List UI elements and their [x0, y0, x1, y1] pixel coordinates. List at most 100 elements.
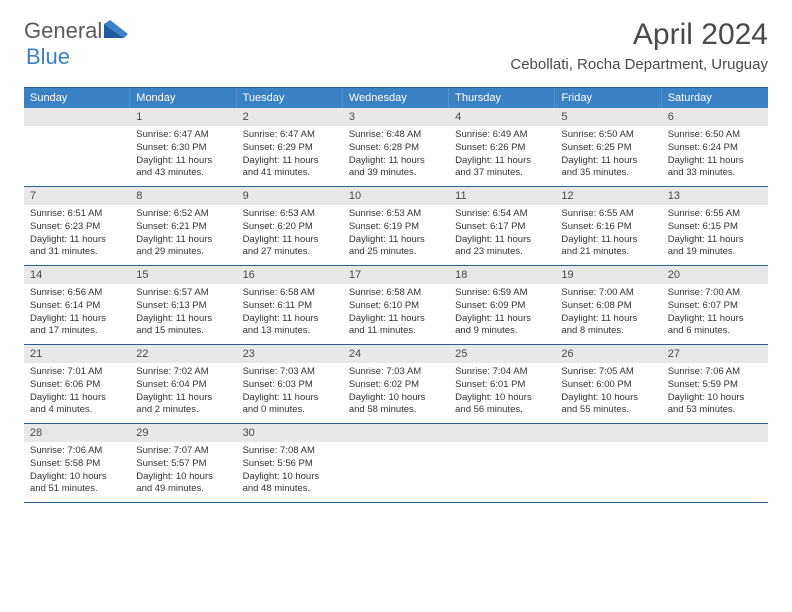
day-cell — [555, 424, 661, 502]
day-details: Sunrise: 6:47 AMSunset: 6:29 PMDaylight:… — [237, 126, 343, 184]
sunset-text: Sunset: 6:02 PM — [349, 379, 443, 392]
day-cell: 10Sunrise: 6:53 AMSunset: 6:19 PMDayligh… — [343, 187, 449, 265]
sunrise-text: Sunrise: 6:51 AM — [30, 208, 124, 221]
day-details: Sunrise: 6:53 AMSunset: 6:19 PMDaylight:… — [343, 205, 449, 263]
daylight-text: Daylight: 11 hours and 9 minutes. — [455, 313, 549, 339]
calendar-grid: SundayMondayTuesdayWednesdayThursdayFrid… — [24, 87, 768, 503]
day-number: 21 — [24, 345, 130, 363]
day-details: Sunrise: 7:03 AMSunset: 6:03 PMDaylight:… — [237, 363, 343, 421]
day-details: Sunrise: 6:48 AMSunset: 6:28 PMDaylight:… — [343, 126, 449, 184]
sunset-text: Sunset: 6:20 PM — [243, 221, 337, 234]
title-block: April 2024 Cebollati, Rocha Department, … — [510, 18, 768, 73]
sunrise-text: Sunrise: 7:00 AM — [668, 287, 762, 300]
logo-text-general: General — [24, 18, 102, 44]
sunrise-text: Sunrise: 6:52 AM — [136, 208, 230, 221]
day-details: Sunrise: 6:59 AMSunset: 6:09 PMDaylight:… — [449, 284, 555, 342]
sunrise-text: Sunrise: 6:58 AM — [243, 287, 337, 300]
day-details: Sunrise: 6:56 AMSunset: 6:14 PMDaylight:… — [24, 284, 130, 342]
sunset-text: Sunset: 6:14 PM — [30, 300, 124, 313]
day-details: Sunrise: 7:06 AMSunset: 5:58 PMDaylight:… — [24, 442, 130, 500]
day-number: 2 — [237, 108, 343, 126]
day-cell: 1Sunrise: 6:47 AMSunset: 6:30 PMDaylight… — [130, 108, 236, 186]
sunset-text: Sunset: 5:57 PM — [136, 458, 230, 471]
sunrise-text: Sunrise: 7:05 AM — [561, 366, 655, 379]
sunset-text: Sunset: 6:17 PM — [455, 221, 549, 234]
daylight-text: Daylight: 11 hours and 4 minutes. — [30, 392, 124, 418]
sunrise-text: Sunrise: 7:01 AM — [30, 366, 124, 379]
day-cell — [449, 424, 555, 502]
daylight-text: Daylight: 10 hours and 53 minutes. — [668, 392, 762, 418]
day-cell: 19Sunrise: 7:00 AMSunset: 6:08 PMDayligh… — [555, 266, 661, 344]
sunset-text: Sunset: 6:11 PM — [243, 300, 337, 313]
day-cell: 6Sunrise: 6:50 AMSunset: 6:24 PMDaylight… — [662, 108, 768, 186]
sunset-text: Sunset: 6:28 PM — [349, 142, 443, 155]
daylight-text: Daylight: 11 hours and 25 minutes. — [349, 234, 443, 260]
week-row: 28Sunrise: 7:06 AMSunset: 5:58 PMDayligh… — [24, 424, 768, 503]
day-number: 24 — [343, 345, 449, 363]
day-number: 11 — [449, 187, 555, 205]
sunset-text: Sunset: 6:13 PM — [136, 300, 230, 313]
daylight-text: Daylight: 11 hours and 0 minutes. — [243, 392, 337, 418]
sunrise-text: Sunrise: 6:55 AM — [561, 208, 655, 221]
day-number — [343, 424, 449, 442]
sunset-text: Sunset: 6:03 PM — [243, 379, 337, 392]
daylight-text: Daylight: 11 hours and 41 minutes. — [243, 155, 337, 181]
weekday-label: Monday — [130, 88, 236, 108]
day-number — [24, 108, 130, 126]
day-details: Sunrise: 7:03 AMSunset: 6:02 PMDaylight:… — [343, 363, 449, 421]
week-row: 7Sunrise: 6:51 AMSunset: 6:23 PMDaylight… — [24, 187, 768, 266]
day-cell: 28Sunrise: 7:06 AMSunset: 5:58 PMDayligh… — [24, 424, 130, 502]
sunrise-text: Sunrise: 6:48 AM — [349, 129, 443, 142]
sunrise-text: Sunrise: 7:04 AM — [455, 366, 549, 379]
day-cell: 11Sunrise: 6:54 AMSunset: 6:17 PMDayligh… — [449, 187, 555, 265]
day-number: 5 — [555, 108, 661, 126]
day-cell: 4Sunrise: 6:49 AMSunset: 6:26 PMDaylight… — [449, 108, 555, 186]
daylight-text: Daylight: 11 hours and 13 minutes. — [243, 313, 337, 339]
week-row: 14Sunrise: 6:56 AMSunset: 6:14 PMDayligh… — [24, 266, 768, 345]
day-details: Sunrise: 7:06 AMSunset: 5:59 PMDaylight:… — [662, 363, 768, 421]
day-cell: 8Sunrise: 6:52 AMSunset: 6:21 PMDaylight… — [130, 187, 236, 265]
day-number — [555, 424, 661, 442]
sunrise-text: Sunrise: 6:55 AM — [668, 208, 762, 221]
day-cell: 26Sunrise: 7:05 AMSunset: 6:00 PMDayligh… — [555, 345, 661, 423]
day-details: Sunrise: 6:55 AMSunset: 6:16 PMDaylight:… — [555, 205, 661, 263]
weekday-label: Sunday — [24, 88, 130, 108]
day-details: Sunrise: 6:47 AMSunset: 6:30 PMDaylight:… — [130, 126, 236, 184]
sunrise-text: Sunrise: 7:07 AM — [136, 445, 230, 458]
sunset-text: Sunset: 6:04 PM — [136, 379, 230, 392]
sunset-text: Sunset: 6:30 PM — [136, 142, 230, 155]
daylight-text: Daylight: 11 hours and 27 minutes. — [243, 234, 337, 260]
sunset-text: Sunset: 6:10 PM — [349, 300, 443, 313]
sunset-text: Sunset: 6:25 PM — [561, 142, 655, 155]
day-cell: 3Sunrise: 6:48 AMSunset: 6:28 PMDaylight… — [343, 108, 449, 186]
day-details: Sunrise: 6:54 AMSunset: 6:17 PMDaylight:… — [449, 205, 555, 263]
daylight-text: Daylight: 11 hours and 35 minutes. — [561, 155, 655, 181]
day-cell: 12Sunrise: 6:55 AMSunset: 6:16 PMDayligh… — [555, 187, 661, 265]
logo-triangle-icon — [104, 20, 128, 43]
daylight-text: Daylight: 11 hours and 15 minutes. — [136, 313, 230, 339]
day-number: 9 — [237, 187, 343, 205]
sunset-text: Sunset: 6:00 PM — [561, 379, 655, 392]
sunrise-text: Sunrise: 6:49 AM — [455, 129, 549, 142]
day-cell: 18Sunrise: 6:59 AMSunset: 6:09 PMDayligh… — [449, 266, 555, 344]
week-row: 21Sunrise: 7:01 AMSunset: 6:06 PMDayligh… — [24, 345, 768, 424]
daylight-text: Daylight: 11 hours and 17 minutes. — [30, 313, 124, 339]
day-cell: 15Sunrise: 6:57 AMSunset: 6:13 PMDayligh… — [130, 266, 236, 344]
location-label: Cebollati, Rocha Department, Uruguay — [510, 56, 768, 73]
day-details: Sunrise: 6:53 AMSunset: 6:20 PMDaylight:… — [237, 205, 343, 263]
day-cell: 5Sunrise: 6:50 AMSunset: 6:25 PMDaylight… — [555, 108, 661, 186]
day-details: Sunrise: 6:58 AMSunset: 6:10 PMDaylight:… — [343, 284, 449, 342]
day-cell: 23Sunrise: 7:03 AMSunset: 6:03 PMDayligh… — [237, 345, 343, 423]
day-number: 6 — [662, 108, 768, 126]
day-details: Sunrise: 6:52 AMSunset: 6:21 PMDaylight:… — [130, 205, 236, 263]
sunrise-text: Sunrise: 6:59 AM — [455, 287, 549, 300]
daylight-text: Daylight: 11 hours and 31 minutes. — [30, 234, 124, 260]
month-title: April 2024 — [510, 18, 768, 52]
week-row: 1Sunrise: 6:47 AMSunset: 6:30 PMDaylight… — [24, 108, 768, 187]
weekday-label: Thursday — [449, 88, 555, 108]
weekday-label: Friday — [555, 88, 661, 108]
daylight-text: Daylight: 11 hours and 33 minutes. — [668, 155, 762, 181]
day-number: 13 — [662, 187, 768, 205]
daylight-text: Daylight: 11 hours and 6 minutes. — [668, 313, 762, 339]
day-cell: 29Sunrise: 7:07 AMSunset: 5:57 PMDayligh… — [130, 424, 236, 502]
